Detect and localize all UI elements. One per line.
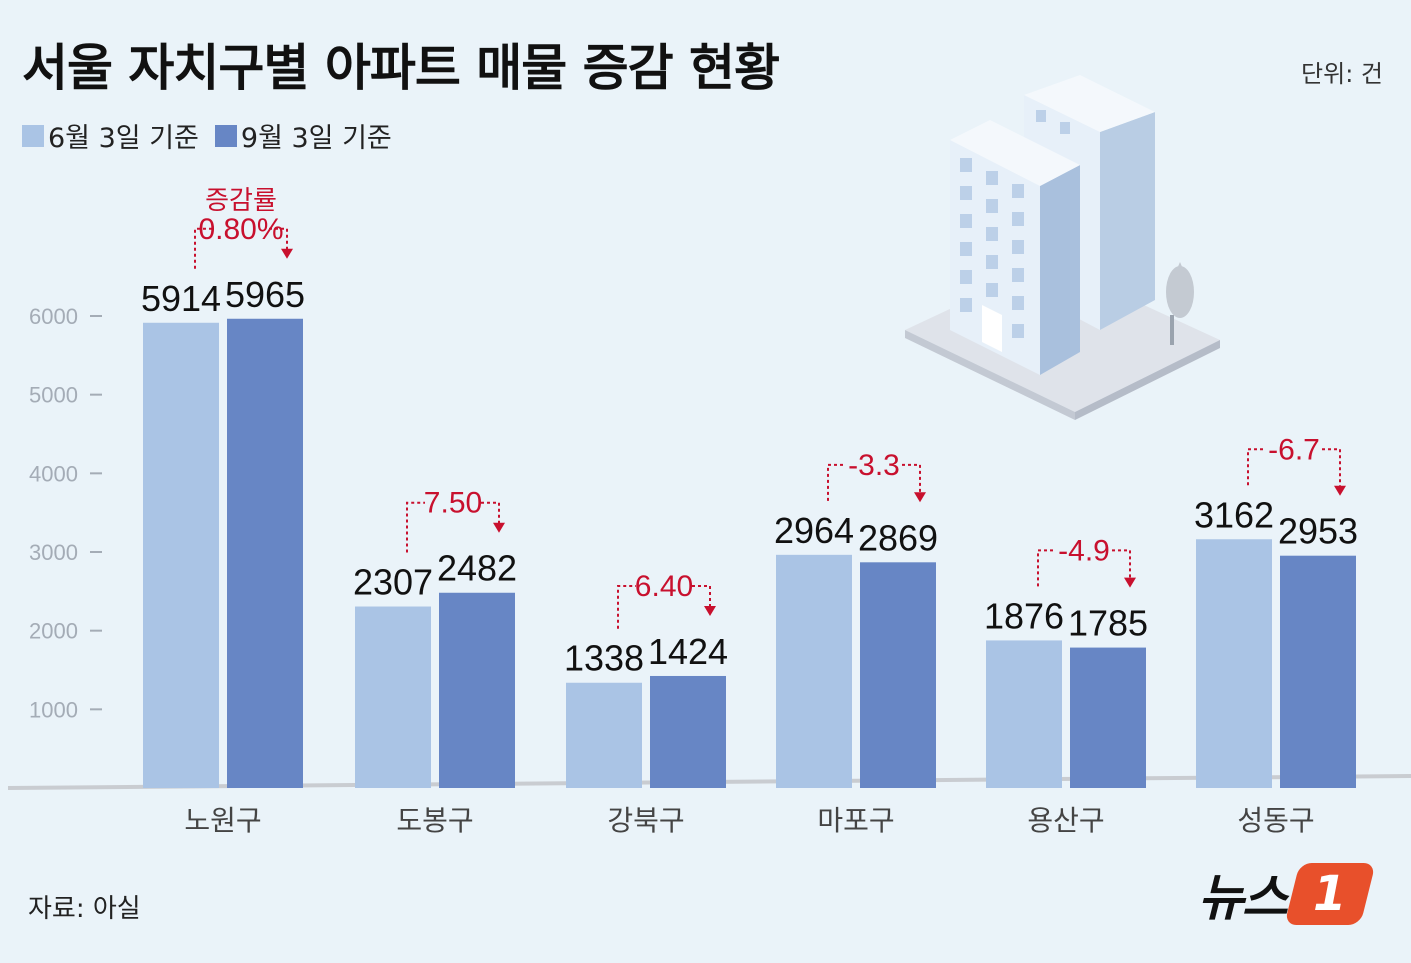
y-tick-label-1000: 1000 — [29, 697, 78, 722]
value-label-june-3: 2964 — [774, 510, 854, 551]
rate-bracket-right-0 — [269, 227, 288, 251]
value-label-june-0: 5914 — [141, 278, 221, 319]
legend-item-june: 6월 3일 기준 — [22, 116, 199, 155]
bar-june-1 — [355, 606, 431, 788]
category-label-2: 강북구 — [607, 804, 684, 837]
value-labels: 5914 5965 2307 2482 1338 1424 2964 2869 1876 1785… — [141, 274, 1358, 679]
rate-arrow-4 — [1124, 577, 1136, 588]
category-label-0: 노원구 — [184, 804, 261, 837]
rate-value-4: -4.9 — [1058, 534, 1110, 567]
bar-june-4 — [986, 640, 1062, 788]
rate-bracket-left-4 — [1037, 549, 1056, 587]
legend-swatch-june — [22, 124, 44, 147]
rate-bracket-left-1 — [406, 501, 425, 553]
y-axis: 1000 2000 3000 4000 5000 6000 — [29, 304, 102, 722]
value-label-june-4: 1876 — [984, 595, 1064, 636]
rate-bracket-right-5 — [1322, 448, 1341, 488]
rate-value-2: 6.40 — [635, 570, 693, 603]
y-tick-label-5000: 5000 — [29, 383, 78, 408]
source-note: 자료: 아실 — [28, 894, 141, 924]
legend: 6월 3일 기준 9월 3일 기준 — [22, 116, 408, 155]
bar-june-0 — [143, 322, 219, 788]
apartment-building-illustration — [905, 75, 1220, 420]
value-label-june-1: 2307 — [353, 562, 433, 603]
rate-arrow-1 — [493, 522, 505, 533]
legend-item-september: 9월 3일 기준 — [214, 116, 392, 155]
rate-arrow-3 — [914, 492, 926, 503]
legend-label-september: 9월 3일 기준 — [240, 123, 392, 154]
change-rate-annotations: 0.80%증감률 7.50 6.40 -3.3 -4.9 -6.7 — [194, 186, 1346, 629]
y-tick-label-2000: 2000 — [29, 619, 78, 644]
value-label-september-4: 1785 — [1068, 603, 1148, 644]
rate-value-3: -3.3 — [848, 449, 900, 482]
bar-september-2 — [650, 675, 726, 788]
rate-bracket-right-3 — [902, 463, 921, 495]
rate-bracket-left-5 — [1247, 448, 1266, 486]
y-tick-label-6000: 6000 — [29, 304, 78, 329]
value-label-september-1: 2482 — [437, 548, 517, 589]
value-label-june-2: 1338 — [564, 638, 644, 679]
rate-bracket-right-4 — [1112, 549, 1131, 580]
rate-bracket-right-1 — [481, 501, 500, 525]
legend-swatch-september — [214, 124, 237, 147]
category-label-1: 도봉구 — [396, 804, 473, 837]
bars — [143, 318, 1356, 788]
legend-label-june: 6월 3일 기준 — [48, 123, 199, 154]
unit-label: 단위: 건 — [1301, 60, 1383, 88]
y-tick-label-4000: 4000 — [29, 461, 78, 486]
rate-bracket-left-0 — [194, 227, 213, 269]
category-labels: 노원구 도봉구 강북구 마포구 용산구 성동구 — [184, 804, 1314, 837]
bar-june-3 — [776, 554, 852, 788]
rate-value-1: 7.50 — [424, 487, 482, 520]
rate-bracket-left-3 — [827, 463, 846, 501]
value-label-september-2: 1424 — [648, 631, 728, 672]
bar-september-5 — [1280, 555, 1356, 788]
y-tick-label-3000: 3000 — [29, 540, 78, 565]
value-label-september-0: 5965 — [225, 274, 305, 315]
rate-value-5: -6.7 — [1268, 433, 1320, 466]
bar-september-1 — [439, 592, 515, 788]
news1-logo: 뉴스 1 — [1198, 858, 1376, 930]
bar-september-4 — [1070, 647, 1146, 788]
bar-june-2 — [566, 682, 642, 788]
logo-badge-number: 1 — [1313, 866, 1347, 922]
category-label-4: 용산구 — [1027, 804, 1104, 837]
logo-badge: 1 — [1284, 863, 1376, 925]
bar-june-5 — [1196, 539, 1272, 788]
bar-september-3 — [860, 562, 936, 788]
rate-arrow-0 — [281, 248, 293, 259]
value-label-september-3: 2869 — [858, 517, 938, 558]
value-label-september-5: 2953 — [1278, 511, 1358, 552]
chart-title: 서울 자치구별 아파트 매물 증감 현황 — [22, 39, 780, 97]
rate-bracket-left-2 — [617, 584, 636, 629]
rate-arrow-2 — [704, 605, 716, 616]
rate-header: 증감률 — [205, 186, 277, 216]
logo-text: 뉴스 — [1198, 869, 1288, 927]
category-label-3: 마포구 — [817, 804, 894, 837]
rate-value-0: 0.80% — [198, 213, 283, 246]
bar-september-0 — [227, 318, 303, 788]
value-label-june-5: 3162 — [1194, 494, 1274, 535]
category-label-5: 성동구 — [1237, 804, 1314, 837]
rate-bracket-right-2 — [692, 584, 711, 608]
rate-arrow-5 — [1334, 485, 1346, 496]
